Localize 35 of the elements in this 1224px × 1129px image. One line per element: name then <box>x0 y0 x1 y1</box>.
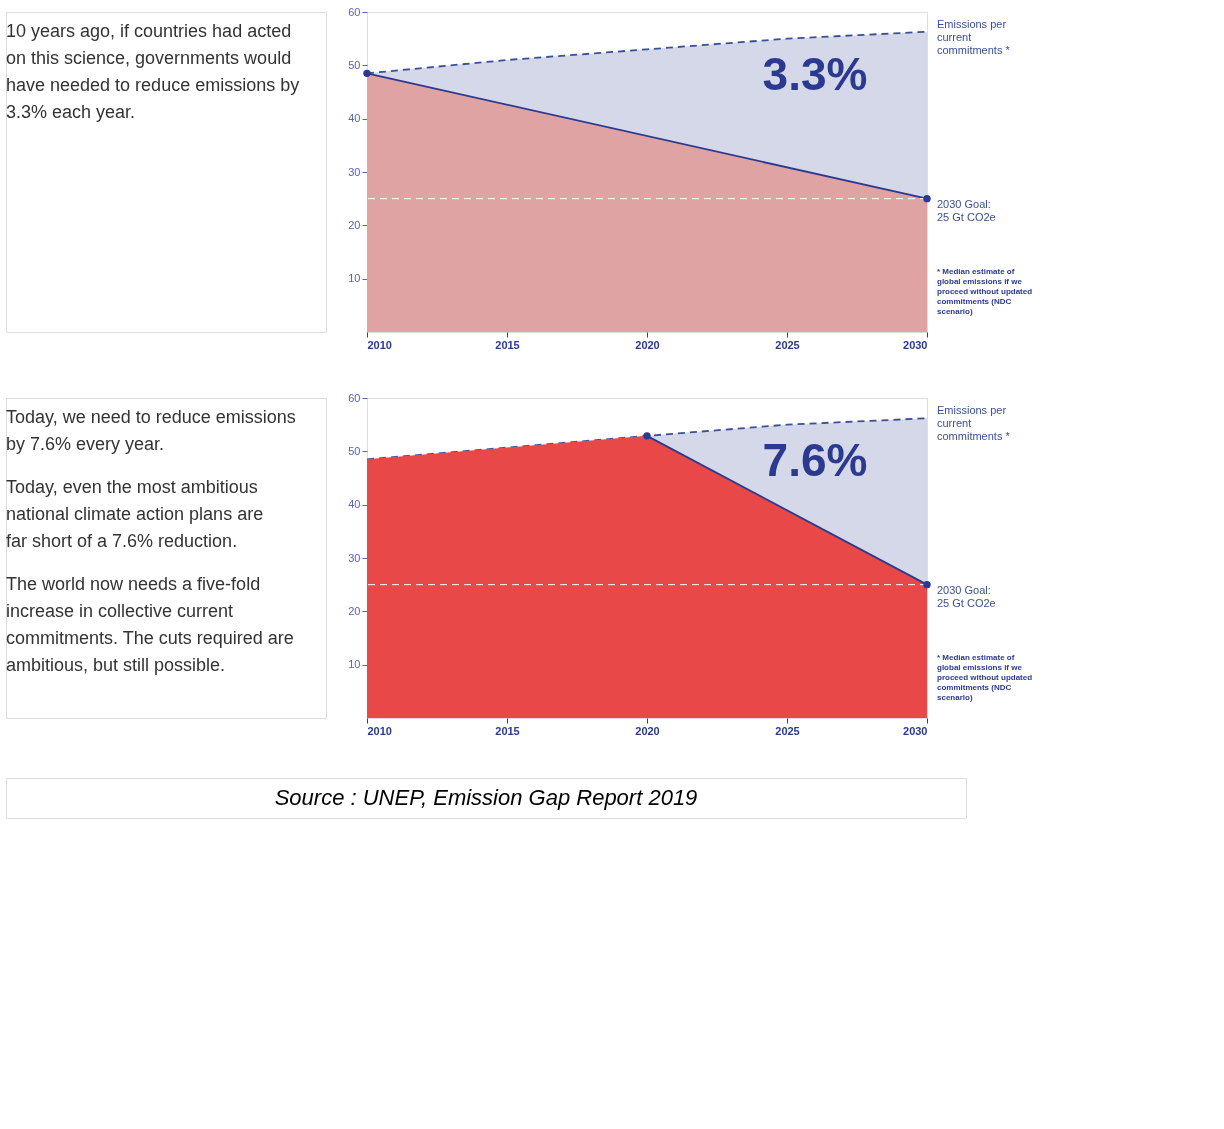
x-tick-label: 2010 <box>367 724 392 737</box>
y-tick-label: 10 <box>348 272 361 285</box>
x-tick-label: 2020 <box>635 724 660 737</box>
y-tick-label: 60 <box>348 5 361 18</box>
ref-line-label: 2030 Goal: 25 Gt CO2e <box>937 583 996 609</box>
text: 10 years ago, if countries had acted on this science, governments would have needed to reduce emissions by 3.3% each year. <box>6 21 300 122</box>
y-tick-label: 30 <box>348 165 361 178</box>
annotation: 3.3% <box>762 48 868 100</box>
x-tick-label: 2030 <box>903 724 928 737</box>
x-tick-label: 2010 <box>367 338 392 351</box>
y-tick-label: 10 <box>348 658 361 671</box>
x-tick-label: 2030 <box>903 338 928 351</box>
x-tick-label: 2025 <box>775 338 800 351</box>
y-tick-label: 40 <box>348 112 361 125</box>
series-label: Emissions per current commitments * <box>937 17 1011 56</box>
x-tick-label: 2015 <box>495 724 520 737</box>
y-tick-label: 20 <box>348 604 361 617</box>
x-tick-label: 2020 <box>635 338 660 351</box>
source-note: Source : UNEP, Emission Gap Report 2019 <box>274 785 698 810</box>
text: * Median estimate of global emissions if we proceed without updated commitments (NDC scenario) <box>937 653 1033 702</box>
y-tick-label: 20 <box>348 218 361 231</box>
text: Today, we need to reduce emissions by 7.6% every year. <box>6 407 296 454</box>
y-tick-label: 50 <box>348 58 361 71</box>
annotation: 7.6% <box>762 434 868 486</box>
ref-line-label: 2030 Goal: 25 Gt CO2e <box>937 197 996 223</box>
x-tick-label: 2015 <box>495 338 520 351</box>
text: * Median estimate of global emissions if we proceed without updated commitments (NDC scenario) <box>937 267 1033 316</box>
x-tick-label: 2025 <box>775 724 800 737</box>
y-tick-label: 30 <box>348 551 361 564</box>
text: The world now needs a five-fold increase in collective current commitments. The cuts required are ambitious, but still possible. <box>6 574 294 675</box>
y-tick-label: 60 <box>348 391 361 404</box>
y-tick-label: 40 <box>348 498 361 511</box>
y-tick-label: 50 <box>348 444 361 457</box>
text: Today, even the most ambitious national climate action plans are far short of a 7.6% reduction. <box>6 477 264 551</box>
series-label: Emissions per current commitments * <box>937 404 1011 443</box>
